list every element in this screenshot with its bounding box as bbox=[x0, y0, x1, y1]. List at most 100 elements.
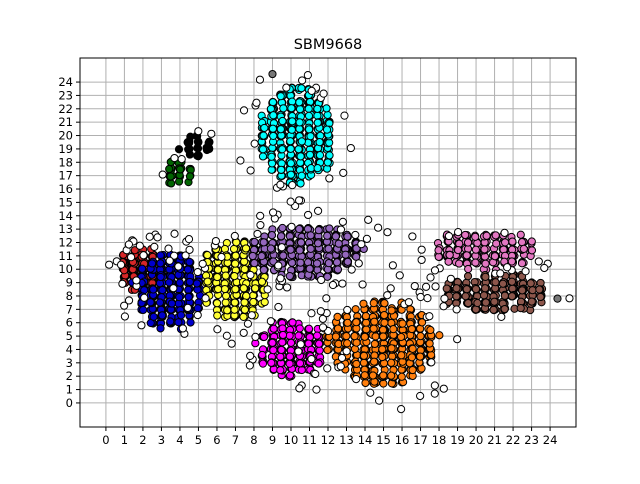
scatter-point-cluster-4 bbox=[257, 277, 267, 286]
outlier-point bbox=[354, 259, 363, 268]
scatter-point-cluster-9 bbox=[471, 258, 480, 267]
scatter-point-cluster-6 bbox=[286, 159, 296, 168]
outlier-point bbox=[540, 263, 549, 273]
y-tick-label: 10 bbox=[58, 262, 73, 276]
scatter-point-cluster-6 bbox=[287, 125, 296, 134]
outlier-point bbox=[295, 196, 304, 205]
scatter-point-cluster-6 bbox=[277, 165, 286, 174]
scatter-point-cluster-6 bbox=[286, 144, 295, 153]
x-tick-label: 7 bbox=[232, 433, 239, 447]
outlier-point bbox=[194, 127, 203, 136]
scatter-point-cluster-3 bbox=[165, 164, 174, 174]
outlier-point bbox=[383, 228, 392, 237]
scatter-point-cluster-10 bbox=[516, 304, 525, 313]
scatter-point-cluster-9 bbox=[527, 237, 536, 246]
scatter-point-cluster-1 bbox=[186, 318, 195, 327]
outlier-point bbox=[120, 301, 129, 310]
outlier-point bbox=[246, 270, 255, 280]
outlier-point bbox=[135, 241, 144, 250]
x-tick-label: 8 bbox=[250, 433, 257, 447]
scatter-point-cluster-5 bbox=[277, 232, 286, 241]
outlier-point bbox=[347, 265, 356, 274]
scatter-point-cluster-6 bbox=[295, 118, 304, 127]
outlier-point bbox=[454, 228, 463, 237]
y-tick-label: 19 bbox=[58, 142, 73, 156]
scatter-point-cluster-9 bbox=[517, 238, 527, 247]
scatter-point-cluster-10 bbox=[462, 285, 471, 294]
scatter-point-cluster-6 bbox=[269, 111, 278, 120]
outlier-point bbox=[307, 86, 316, 95]
outlier-point bbox=[439, 302, 448, 311]
scatter-point-cluster-10 bbox=[528, 286, 537, 295]
outlier-point bbox=[177, 154, 186, 164]
y-tick-label: 21 bbox=[58, 115, 73, 129]
y-tick-label: 6 bbox=[66, 316, 73, 330]
scatter-point-cluster-4 bbox=[230, 272, 239, 281]
scatter-point-cluster-7 bbox=[278, 330, 288, 340]
outlier-point bbox=[213, 325, 222, 334]
outlier-point bbox=[439, 384, 448, 393]
outlier-point bbox=[246, 166, 255, 175]
x-tick-label: 21 bbox=[487, 433, 502, 447]
scatter-point-cluster-4 bbox=[231, 285, 240, 294]
scatter-point-cluster-7 bbox=[288, 318, 297, 327]
outlier-point bbox=[352, 375, 361, 384]
outlier-point bbox=[444, 231, 454, 241]
scatter-point-cluster-8 bbox=[370, 317, 379, 326]
scatter-point-cluster-8 bbox=[378, 345, 387, 354]
scatter-point-cluster-5 bbox=[325, 224, 334, 233]
scatter-point-cluster-8 bbox=[397, 351, 406, 360]
scatter-point-cluster-8 bbox=[435, 331, 444, 340]
scatter-point-cluster-1 bbox=[146, 298, 155, 307]
scatter-point-cluster-7 bbox=[269, 324, 278, 333]
outlier-point bbox=[251, 332, 260, 341]
scatter-point-cluster-2 bbox=[205, 138, 214, 147]
scatter-point-cluster-9 bbox=[471, 232, 480, 241]
scatter-point-cluster-7 bbox=[276, 352, 285, 361]
outlier-point bbox=[421, 282, 431, 291]
y-tick-label: 9 bbox=[66, 276, 73, 290]
scatter-point-cluster-1 bbox=[176, 311, 186, 320]
y-tick-label: 18 bbox=[58, 155, 73, 169]
outlier-point bbox=[118, 279, 127, 288]
scatter-point-cluster-1 bbox=[185, 257, 194, 267]
scatter-point-cluster-4 bbox=[220, 284, 229, 294]
outlier-point bbox=[446, 274, 455, 283]
scatter-point-cluster-10 bbox=[461, 292, 470, 301]
outlier-point bbox=[311, 369, 320, 379]
scatter-point-cluster-8 bbox=[387, 306, 396, 315]
scatter-point-cluster-8 bbox=[359, 358, 368, 367]
outlier-point bbox=[246, 351, 255, 361]
scatter-point-cluster-5 bbox=[341, 250, 350, 259]
scatter-point-cluster-6 bbox=[278, 145, 287, 154]
scatter-point-cluster-9 bbox=[463, 238, 473, 247]
scatter-point-cluster-5 bbox=[333, 265, 343, 274]
outlier-point bbox=[427, 358, 436, 367]
scatter-point-cluster-7 bbox=[267, 358, 276, 367]
outlier-point bbox=[395, 271, 404, 280]
outlier-point bbox=[294, 347, 303, 356]
x-tick-label: 24 bbox=[543, 433, 558, 447]
scatter-point-cluster-5 bbox=[331, 232, 340, 241]
outlier-point bbox=[430, 381, 439, 390]
scatter-point-cluster-7 bbox=[285, 371, 295, 380]
scatter-point-cluster-6 bbox=[294, 145, 303, 154]
scatter-point-cluster-7 bbox=[259, 332, 269, 342]
y-tick-label: 12 bbox=[58, 236, 73, 250]
scatter-point-cluster-1 bbox=[149, 285, 158, 294]
x-tick-label: 20 bbox=[469, 433, 484, 447]
outlier-point bbox=[318, 323, 328, 332]
scatter-point-cluster-5 bbox=[295, 224, 304, 234]
scatter-point-cluster-9 bbox=[516, 230, 525, 239]
outlier-point bbox=[153, 233, 162, 242]
scatter-point-cluster-6 bbox=[323, 158, 332, 167]
scatter-point-cluster-6 bbox=[305, 150, 315, 159]
y-tick-label: 1 bbox=[66, 383, 73, 397]
scatter-point-cluster-5 bbox=[279, 251, 288, 260]
outlier-point bbox=[500, 228, 509, 237]
outlier-point bbox=[430, 266, 440, 275]
scatter-point-cluster-8 bbox=[380, 299, 389, 308]
scatter-point-cluster-8 bbox=[378, 352, 387, 362]
outlier-point bbox=[430, 389, 439, 398]
outlier-point bbox=[282, 83, 291, 92]
